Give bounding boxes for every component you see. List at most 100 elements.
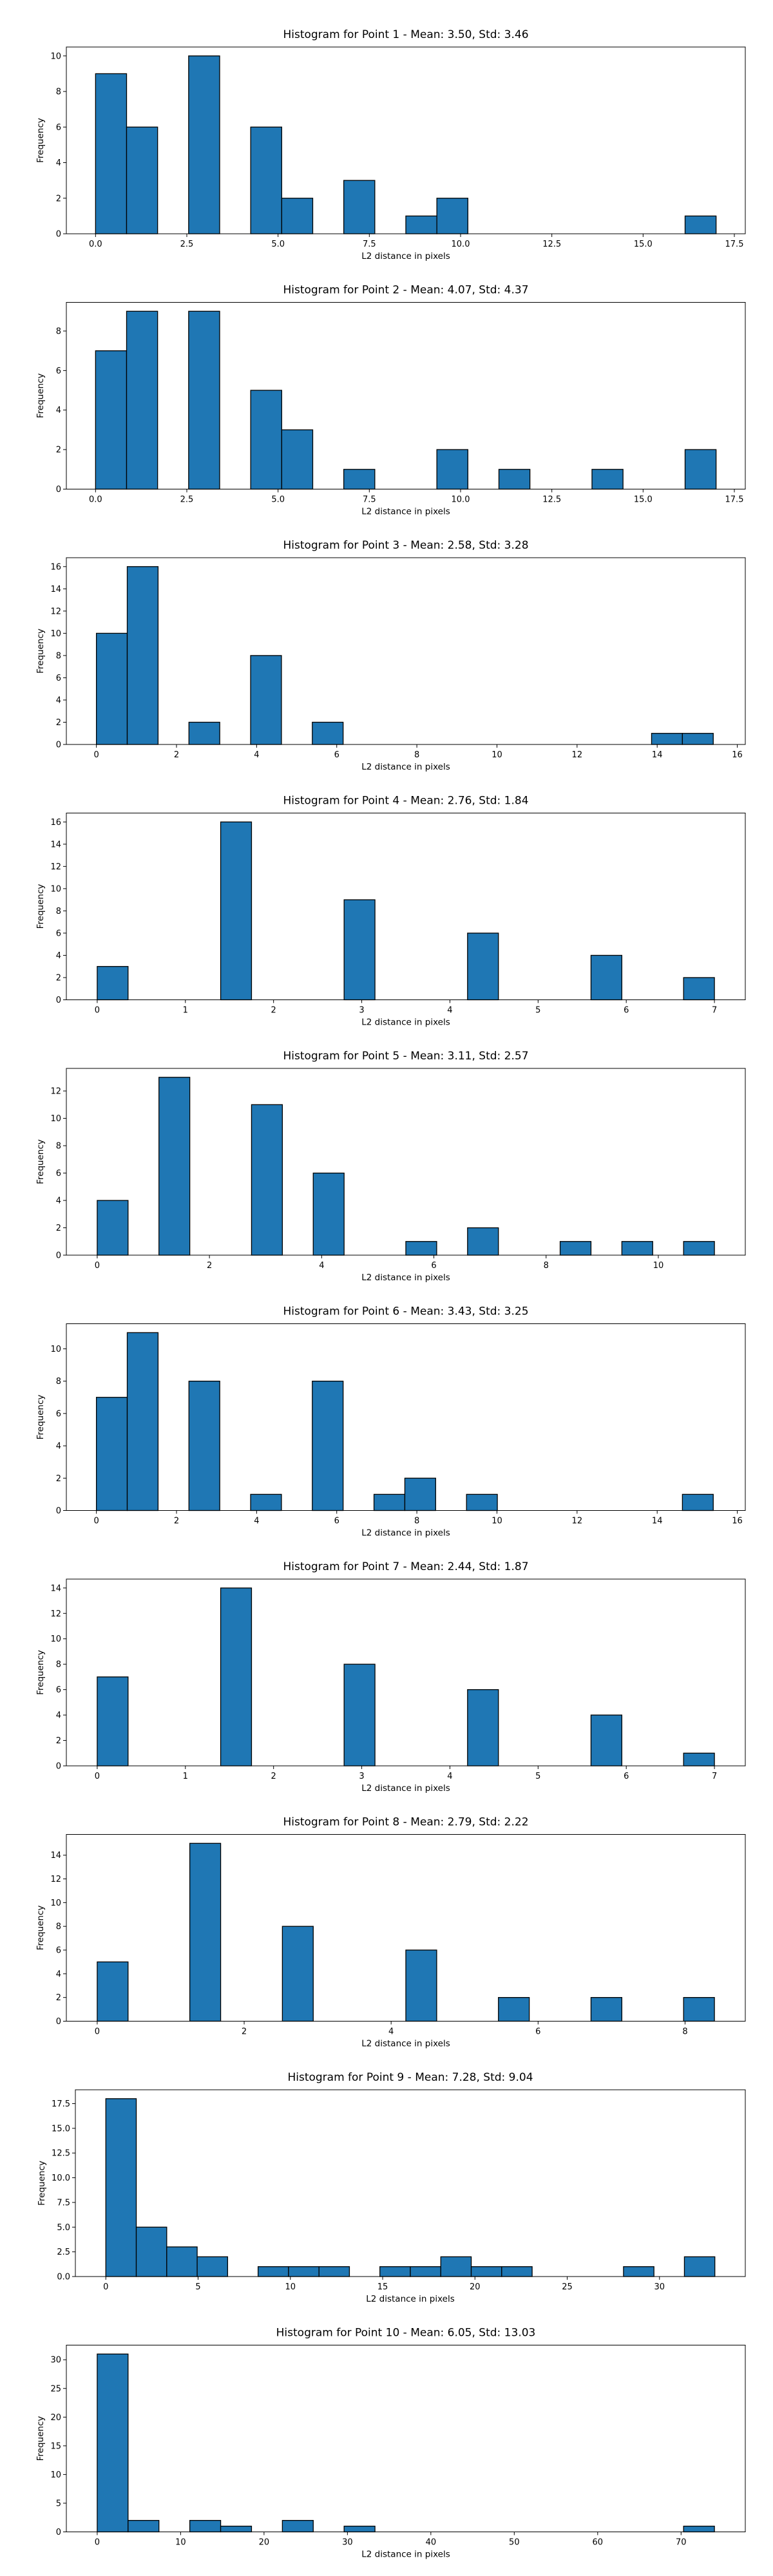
histogram-bar (501, 2266, 533, 2277)
histogram-bar (126, 310, 158, 490)
x-tick-label: 10 (285, 2282, 296, 2292)
y-tick-label: 6 (56, 674, 61, 683)
y-tick-label: 10 (50, 1114, 61, 1124)
x-tick-label: 2.5 (180, 240, 194, 249)
histogram-bar (257, 2266, 289, 2277)
x-tick-label: 3 (359, 1772, 364, 1781)
chart-title: Histogram for Point 1 - Mean: 3.50, Std:… (283, 28, 528, 41)
histogram-bar (220, 1587, 253, 1766)
histogram-bar (683, 977, 715, 1001)
y-tick-label: 4 (56, 1442, 61, 1452)
histogram-bar (683, 2256, 716, 2277)
histogram-bar (281, 198, 314, 234)
histogram-bar (682, 1493, 714, 1511)
plot-frame (66, 1578, 746, 1766)
y-tick-label: 6 (56, 366, 61, 376)
x-tick-label: 2 (271, 1772, 276, 1781)
x-tick-label: 5.0 (271, 240, 285, 249)
histogram-bar (440, 2256, 472, 2277)
y-tick-label: 25 (50, 2384, 61, 2394)
y-axis-label: Frequency (35, 1906, 46, 1951)
chart-title: Histogram for Point 5 - Mean: 3.11, Std:… (283, 1050, 528, 1063)
x-tick-label: 8 (414, 1517, 419, 1526)
y-tick-label: 0.0 (57, 2273, 70, 2282)
histogram-bar (405, 215, 437, 234)
plot-frame (75, 2089, 746, 2277)
y-tick-label: 8 (56, 88, 61, 97)
histogram-bar (379, 2266, 411, 2277)
histogram-bar (97, 1200, 129, 1256)
x-tick-label: 10.0 (452, 240, 470, 249)
y-tick-label: 0 (56, 485, 61, 495)
y-tick-label: 0 (56, 996, 61, 1005)
histogram-panel: Histogram for Point 3 - Mean: 2.58, Std:… (35, 539, 746, 772)
x-tick-label: 7.5 (363, 240, 376, 249)
histogram-bar (250, 655, 282, 745)
x-tick-label: 60 (593, 2538, 604, 2548)
y-tick-label: 10 (50, 2470, 61, 2480)
y-tick-label: 8 (56, 327, 61, 336)
histogram-bar (105, 2098, 137, 2277)
x-axis-label: L2 distance in pixels (361, 2550, 450, 2560)
y-tick-label: 10 (50, 1345, 61, 1354)
histogram-bar (684, 215, 717, 234)
histogram-bar (682, 733, 714, 745)
x-tick-label: 0 (95, 2538, 100, 2548)
y-tick-label: 12 (50, 1609, 61, 1619)
y-tick-label: 8 (56, 1922, 61, 1932)
histogram-bar (281, 429, 314, 490)
y-tick-label: 2 (56, 446, 61, 455)
x-tick-label: 4 (254, 750, 259, 760)
histogram-bar (220, 2525, 253, 2533)
x-tick-label: 0 (95, 1772, 100, 1781)
y-tick-label: 10 (50, 629, 61, 639)
x-tick-label: 4 (254, 1517, 259, 1526)
x-tick-label: 6 (431, 1261, 436, 1271)
histogram-bar (188, 310, 220, 490)
x-tick-label: 10.0 (452, 495, 470, 505)
y-tick-label: 5.0 (57, 2223, 70, 2233)
y-axis-label: Frequency (35, 1650, 46, 1695)
x-tick-label: 15.0 (634, 495, 653, 505)
x-tick-label: 30 (654, 2282, 665, 2292)
chart-title: Histogram for Point 2 - Mean: 4.07, Std:… (283, 284, 528, 297)
x-axis-label: L2 distance in pixels (361, 1273, 450, 1283)
y-tick-label: 2 (56, 973, 61, 983)
histogram-panel: Histogram for Point 6 - Mean: 3.43, Std:… (35, 1305, 746, 1539)
histogram-bar (288, 2266, 320, 2277)
y-tick-label: 4 (56, 1197, 61, 1206)
y-tick-label: 4 (56, 1711, 61, 1721)
x-tick-label: 1 (183, 1006, 188, 1016)
histogram-bar (196, 2256, 229, 2277)
histogram-bar (166, 2246, 198, 2277)
histogram-bar (621, 1241, 653, 1256)
x-axis-label: L2 distance in pixels (361, 1018, 450, 1028)
x-tick-label: 0 (95, 1006, 100, 1016)
y-axis-label: Frequency (37, 2161, 47, 2206)
chart-title: Histogram for Point 10 - Mean: 6.05, Std… (276, 2327, 536, 2340)
y-axis-label: Frequency (35, 629, 46, 674)
histogram-bar (590, 954, 623, 1001)
chart-title: Histogram for Point 4 - Mean: 2.76, Std:… (283, 795, 528, 808)
chart-title: Histogram for Point 8 - Mean: 2.79, Std:… (283, 1816, 528, 1829)
y-tick-label: 15.0 (52, 2124, 70, 2134)
histogram-bar (404, 1477, 436, 1511)
x-tick-label: 12.5 (542, 240, 561, 249)
y-tick-label: 0 (56, 2528, 61, 2537)
x-tick-label: 7.5 (363, 495, 376, 505)
y-tick-label: 2 (56, 1993, 61, 2003)
y-tick-label: 6 (56, 929, 61, 938)
x-tick-label: 2 (271, 1006, 276, 1016)
x-tick-label: 12 (572, 750, 583, 760)
y-tick-label: 12.5 (52, 2149, 70, 2159)
histogram-bar (343, 469, 376, 490)
plot-frame (66, 813, 746, 1000)
x-tick-label: 0 (95, 1261, 100, 1271)
y-axis-label: Frequency (35, 118, 46, 163)
chart-title: Histogram for Point 6 - Mean: 3.43, Std:… (283, 1305, 528, 1318)
chart-title: Histogram for Point 7 - Mean: 2.44, Std:… (283, 1560, 528, 1573)
histogram-bar (410, 2266, 441, 2277)
histogram-bar (623, 2266, 654, 2277)
y-tick-label: 4 (56, 951, 61, 961)
x-tick-label: 6 (624, 1006, 629, 1016)
